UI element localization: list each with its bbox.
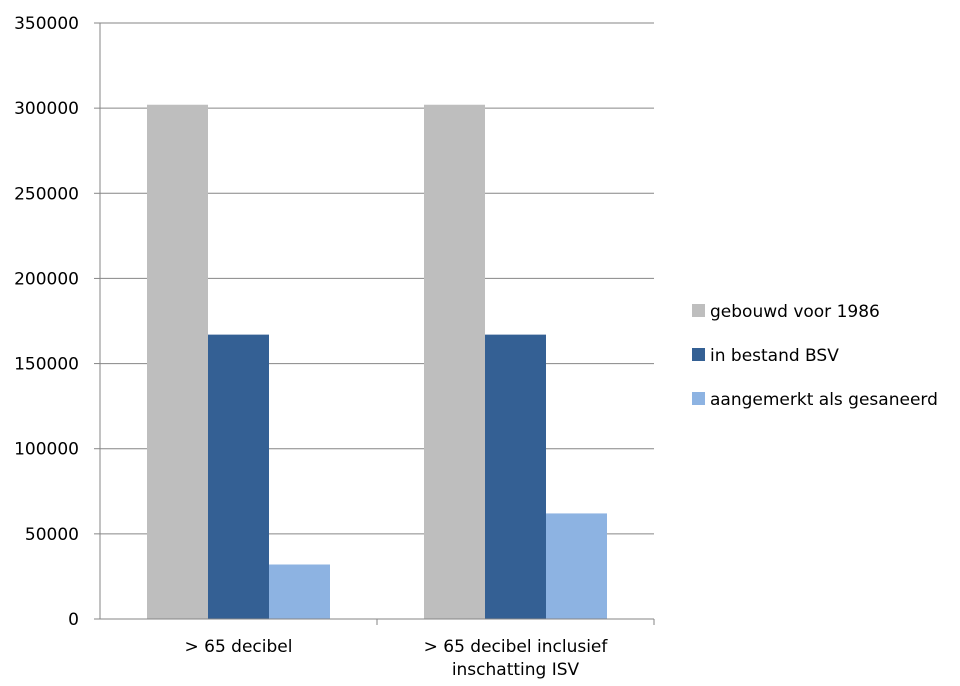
y-tick-label: 200000 <box>14 269 79 289</box>
legend-label-1: gebouwd voor 1986 <box>710 302 880 322</box>
x-category-label: inschatting ISV <box>452 660 580 680</box>
y-tick-label: 250000 <box>14 184 79 204</box>
x-category-label: > 65 decibel inclusief <box>424 637 609 657</box>
axes <box>94 22 655 625</box>
y-tick-label: 0 <box>68 610 79 630</box>
bars <box>147 104 607 620</box>
legend-swatch-2 <box>692 348 705 361</box>
bar-2-2 <box>485 334 546 619</box>
bar-1-3 <box>269 564 330 619</box>
y-axis-ticks: 0 50000 100000 150000 200000 250000 300000 3500… <box>14 14 79 630</box>
y-tick-label: 300000 <box>14 99 79 119</box>
y-tick-label: 50000 <box>25 525 79 545</box>
x-category-label: > 65 decibel <box>185 637 293 657</box>
y-tick-label: 100000 <box>14 440 79 460</box>
bar-2-1 <box>424 104 485 620</box>
y-tick-label: 350000 <box>14 14 79 34</box>
legend-label-3: aangemerkt als gesaneerd <box>710 390 938 410</box>
x-axis-labels: > 65 decibel > 65 decibel inclusief inscha… <box>185 637 609 680</box>
legend-label-2: in bestand BSV <box>710 346 839 366</box>
legend-swatch-3 <box>692 392 705 405</box>
bar-1-2 <box>208 334 269 619</box>
bar-1-1 <box>147 104 208 620</box>
legend-swatch-1 <box>692 304 705 317</box>
bar-2-3 <box>546 513 607 619</box>
legend: gebouwd voor 1986 in bestand BSV aangemerk… <box>692 302 938 410</box>
y-tick-label: 150000 <box>14 355 79 375</box>
